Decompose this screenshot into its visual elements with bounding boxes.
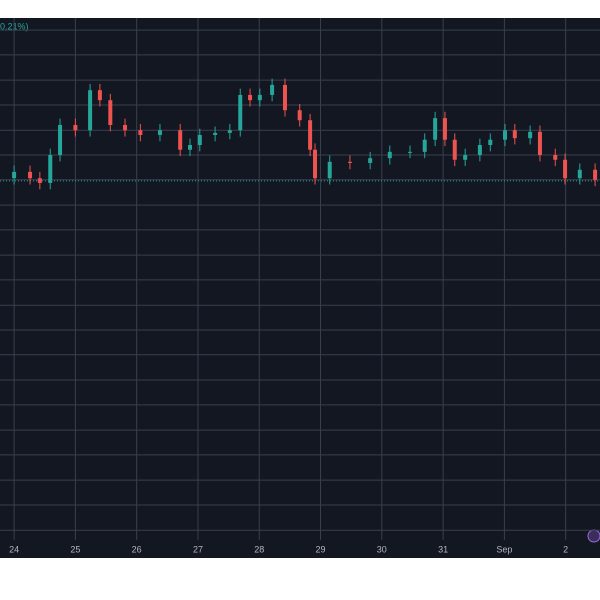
x-tick-label: 25 (70, 544, 80, 554)
candle-body (187, 145, 192, 150)
candle-body (88, 90, 93, 131)
candle-body (408, 151, 413, 153)
candle-body (503, 130, 508, 140)
candle-body (577, 169, 582, 179)
candle-body (593, 169, 598, 180)
candle-body (97, 90, 102, 101)
candle-body (477, 145, 482, 156)
x-tick-label: 31 (438, 544, 448, 554)
candle-body (563, 159, 568, 179)
x-tick-label: Sep (496, 544, 512, 554)
candle-body (58, 124, 63, 156)
candle-body (178, 130, 183, 150)
candle-body (12, 171, 17, 179)
candle-body (123, 124, 128, 131)
candle-body (73, 124, 78, 131)
candle-body (452, 139, 457, 160)
candle-body (308, 120, 313, 150)
candle-body (463, 155, 468, 160)
candle-body (442, 118, 447, 140)
x-tick-label: 30 (377, 544, 387, 554)
candle-body (248, 94, 253, 101)
candle-body (270, 84, 275, 95)
candle-body (528, 131, 533, 139)
x-tick-label: 28 (254, 544, 264, 554)
candle-body (48, 155, 53, 183)
candle-body (238, 94, 243, 131)
candle-body (28, 171, 33, 179)
candle-body (197, 134, 202, 146)
candle-body (313, 149, 318, 179)
candle-body (213, 132, 218, 135)
candle-body (368, 158, 373, 163)
x-tick-label: 29 (316, 544, 326, 554)
candle-body (157, 130, 162, 135)
candle-body (297, 110, 302, 121)
x-tick-label: 24 (9, 544, 19, 554)
candle-body (387, 151, 392, 159)
candle-body (327, 161, 332, 179)
candle-body (553, 155, 558, 160)
candle-body (138, 130, 143, 135)
x-tick-label: 2 (563, 544, 568, 554)
candle-body (257, 94, 262, 101)
candle-body (282, 84, 287, 111)
candle-body (488, 139, 493, 146)
candle-body (37, 178, 42, 183)
x-tick-label: 27 (193, 544, 203, 554)
candle-body (227, 130, 232, 133)
candle-body (537, 131, 542, 156)
logo-icon (587, 529, 600, 543)
candle-body (433, 118, 438, 140)
candle-body (347, 161, 352, 163)
candle-body (422, 139, 427, 152)
x-tick-label: 26 (132, 544, 142, 554)
candle-body (512, 130, 517, 139)
candle-body (108, 100, 113, 125)
